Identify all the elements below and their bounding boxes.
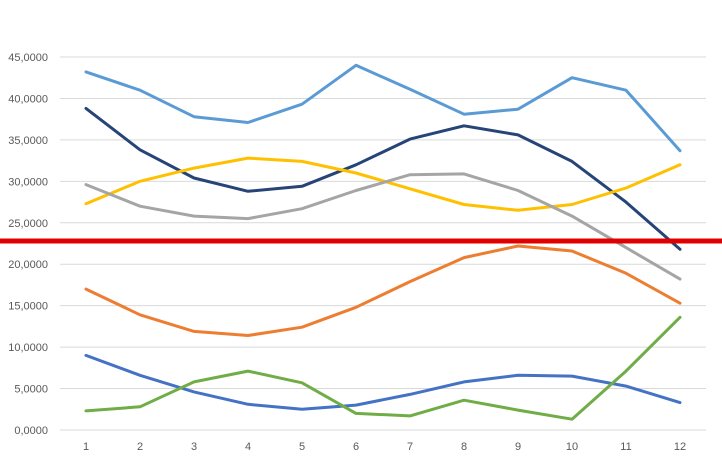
y-axis: 0,0000 5,0000 10,0000 15,0000 20,0000 25,0000… (8, 52, 48, 437)
y-tick-label: 15,0000 (8, 301, 48, 313)
series-group (84, 63, 682, 421)
y-tick-label: 45,0000 (8, 52, 48, 64)
x-tick-label: 12 (674, 441, 686, 453)
x-tick-label: 6 (353, 441, 359, 453)
gridlines (60, 56, 706, 431)
x-tick-label: 1 (83, 441, 89, 453)
series-line-2 (84, 106, 682, 251)
x-tick-label: 11 (620, 441, 631, 453)
series-line-7 (84, 315, 682, 421)
series-line-6 (84, 353, 682, 411)
y-tick-label: 40,0000 (8, 93, 48, 105)
y-tick-label: 30,0000 (8, 176, 48, 188)
series-line-4 (84, 172, 682, 281)
y-tick-label: 35,0000 (8, 135, 48, 147)
y-tick-label: 5,0000 (14, 384, 48, 396)
x-tick-label: 9 (515, 441, 521, 453)
x-tick-label: 7 (407, 441, 413, 453)
x-tick-label: 5 (299, 441, 305, 453)
x-tick-label: 4 (245, 441, 251, 453)
x-tick-label: 2 (137, 441, 143, 453)
x-tick-label: 8 (461, 441, 467, 453)
x-tick-label: 10 (566, 441, 578, 453)
series-line-3 (84, 156, 682, 212)
series-line-1 (84, 63, 682, 153)
y-tick-label: 25,0000 (8, 218, 48, 230)
y-tick-label: 0,0000 (14, 425, 48, 437)
y-tick-label: 20,0000 (8, 259, 48, 271)
x-tick-label: 3 (191, 441, 197, 453)
series-line-5 (84, 244, 682, 337)
y-tick-label: 10,0000 (8, 342, 48, 354)
x-axis: 1 2 3 4 5 6 7 8 9 10 11 12 (83, 441, 686, 453)
